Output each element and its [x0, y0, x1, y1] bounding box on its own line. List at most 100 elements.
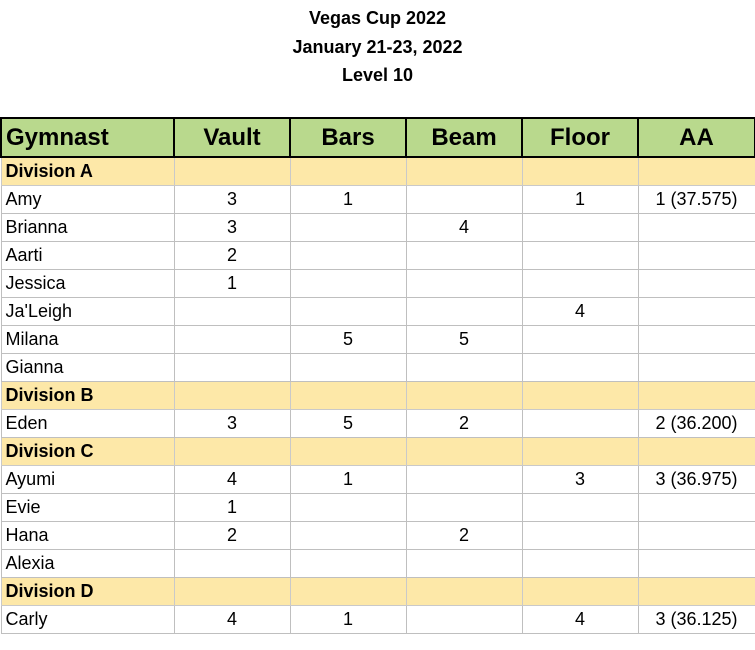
vault-cell: 1: [173, 493, 291, 522]
gymnast-name-cell: Aarti: [0, 241, 175, 270]
bars-cell: [289, 381, 407, 410]
bars-cell: [289, 493, 407, 522]
meet-level: Level 10: [341, 65, 414, 85]
floor-cell: [521, 213, 639, 242]
gymnast-row: Gianna: [0, 353, 755, 382]
floor-cell: [521, 549, 639, 578]
vault-cell: 4: [173, 605, 291, 634]
gymnast-name-cell: Alexia: [0, 549, 175, 578]
aa-cell: 3 (36.975): [637, 465, 755, 494]
aa-cell: [637, 381, 755, 410]
beam-cell: [405, 156, 523, 186]
bars-cell: [289, 297, 407, 326]
vault-cell: 3: [173, 409, 291, 438]
vault-cell: [173, 325, 291, 354]
division-row: Division B: [0, 381, 755, 410]
bars-cell: [289, 521, 407, 550]
division-row: Division C: [0, 437, 755, 466]
vault-cell: 3: [173, 185, 291, 214]
floor-cell: [521, 269, 639, 298]
vault-cell: 2: [173, 241, 291, 270]
gymnast-name-cell: Evie: [0, 493, 175, 522]
bars-cell: 5: [289, 409, 407, 438]
beam-cell: 5: [405, 325, 523, 354]
gymnast-name-cell: Eden: [0, 409, 175, 438]
gymnast-name-cell: Brianna: [0, 213, 175, 242]
floor-cell: [521, 241, 639, 270]
aa-cell: [637, 297, 755, 326]
results-table: Gymnast Vault Bars Beam Floor AA Divisio…: [0, 117, 755, 634]
floor-cell: [521, 156, 639, 186]
aa-cell: [637, 521, 755, 550]
gymnast-row: Evie 1: [0, 493, 755, 522]
meet-title: Vegas Cup 2022: [308, 8, 447, 28]
header-aa: AA: [637, 117, 755, 158]
division-row: Division D: [0, 577, 755, 606]
gymnast-row: Hana 2 2: [0, 521, 755, 550]
gymnast-row: Aarti 2: [0, 241, 755, 270]
gymnast-row: Brianna 3 4: [0, 213, 755, 242]
vault-cell: [173, 156, 291, 186]
gymnast-row: Amy 3 1 1 1 (37.575): [0, 185, 755, 214]
aa-cell: [637, 269, 755, 298]
division-label: Division C: [0, 437, 175, 466]
floor-cell: [521, 521, 639, 550]
header-bars: Bars: [289, 117, 407, 158]
vault-cell: 2: [173, 521, 291, 550]
gymnast-name-cell: Ayumi: [0, 465, 175, 494]
gymnast-name-cell: Ja'Leigh: [0, 297, 175, 326]
beam-cell: 2: [405, 409, 523, 438]
bars-cell: [289, 577, 407, 606]
aa-cell: [637, 156, 755, 186]
beam-cell: 2: [405, 521, 523, 550]
vault-cell: [173, 381, 291, 410]
bars-cell: 1: [289, 605, 407, 634]
vault-cell: [173, 549, 291, 578]
beam-cell: [405, 465, 523, 494]
gymnast-name-cell: Carly: [0, 605, 175, 634]
bars-cell: [289, 353, 407, 382]
division-label: Division B: [0, 381, 175, 410]
header-gymnast: Gymnast: [0, 117, 175, 158]
meet-dates: January 21-23, 2022: [292, 36, 463, 57]
vault-cell: [173, 353, 291, 382]
floor-cell: [521, 409, 639, 438]
vault-cell: 4: [173, 465, 291, 494]
gymnast-row: Jessica 1: [0, 269, 755, 298]
floor-cell: 1: [521, 185, 639, 214]
gymnast-name-cell: Milana: [0, 325, 175, 354]
floor-cell: 4: [521, 605, 639, 634]
aa-cell: [637, 577, 755, 606]
beam-cell: [405, 577, 523, 606]
beam-cell: [405, 493, 523, 522]
header-floor: Floor: [521, 117, 639, 158]
gymnast-row: Eden 3 5 2 2 (36.200): [0, 409, 755, 438]
floor-cell: [521, 437, 639, 466]
gymnast-row: Ayumi 4 1 3 3 (36.975): [0, 465, 755, 494]
results-table-body: Division A Amy 3 1 1 1 (37.575) Brianna 3 4 Aarti…: [0, 156, 755, 634]
division-label: Division A: [0, 156, 175, 186]
bars-cell: [289, 437, 407, 466]
vault-cell: [173, 437, 291, 466]
beam-cell: [405, 437, 523, 466]
bars-cell: 1: [289, 465, 407, 494]
gymnast-name-cell: Hana: [0, 521, 175, 550]
gymnast-row: Carly 4 1 4 3 (36.125): [0, 605, 755, 634]
floor-cell: [521, 353, 639, 382]
aa-cell: [637, 241, 755, 270]
bars-cell: 5: [289, 325, 407, 354]
aa-cell: [637, 213, 755, 242]
bars-cell: [289, 156, 407, 186]
gymnast-name-cell: Jessica: [0, 269, 175, 298]
floor-cell: 3: [521, 465, 639, 494]
aa-cell: 1 (37.575): [637, 185, 755, 214]
gymnast-name-cell: Amy: [0, 185, 175, 214]
aa-cell: [637, 353, 755, 382]
beam-cell: [405, 605, 523, 634]
gymnast-row: Alexia: [0, 549, 755, 578]
beam-cell: [405, 297, 523, 326]
gymnast-row: Milana 5 5: [0, 325, 755, 354]
bars-cell: [289, 241, 407, 270]
title-block: Vegas Cup 2022 January 21-23, 2022 Level…: [0, 4, 755, 90]
results-table-header: Gymnast Vault Bars Beam Floor AA: [0, 117, 755, 158]
